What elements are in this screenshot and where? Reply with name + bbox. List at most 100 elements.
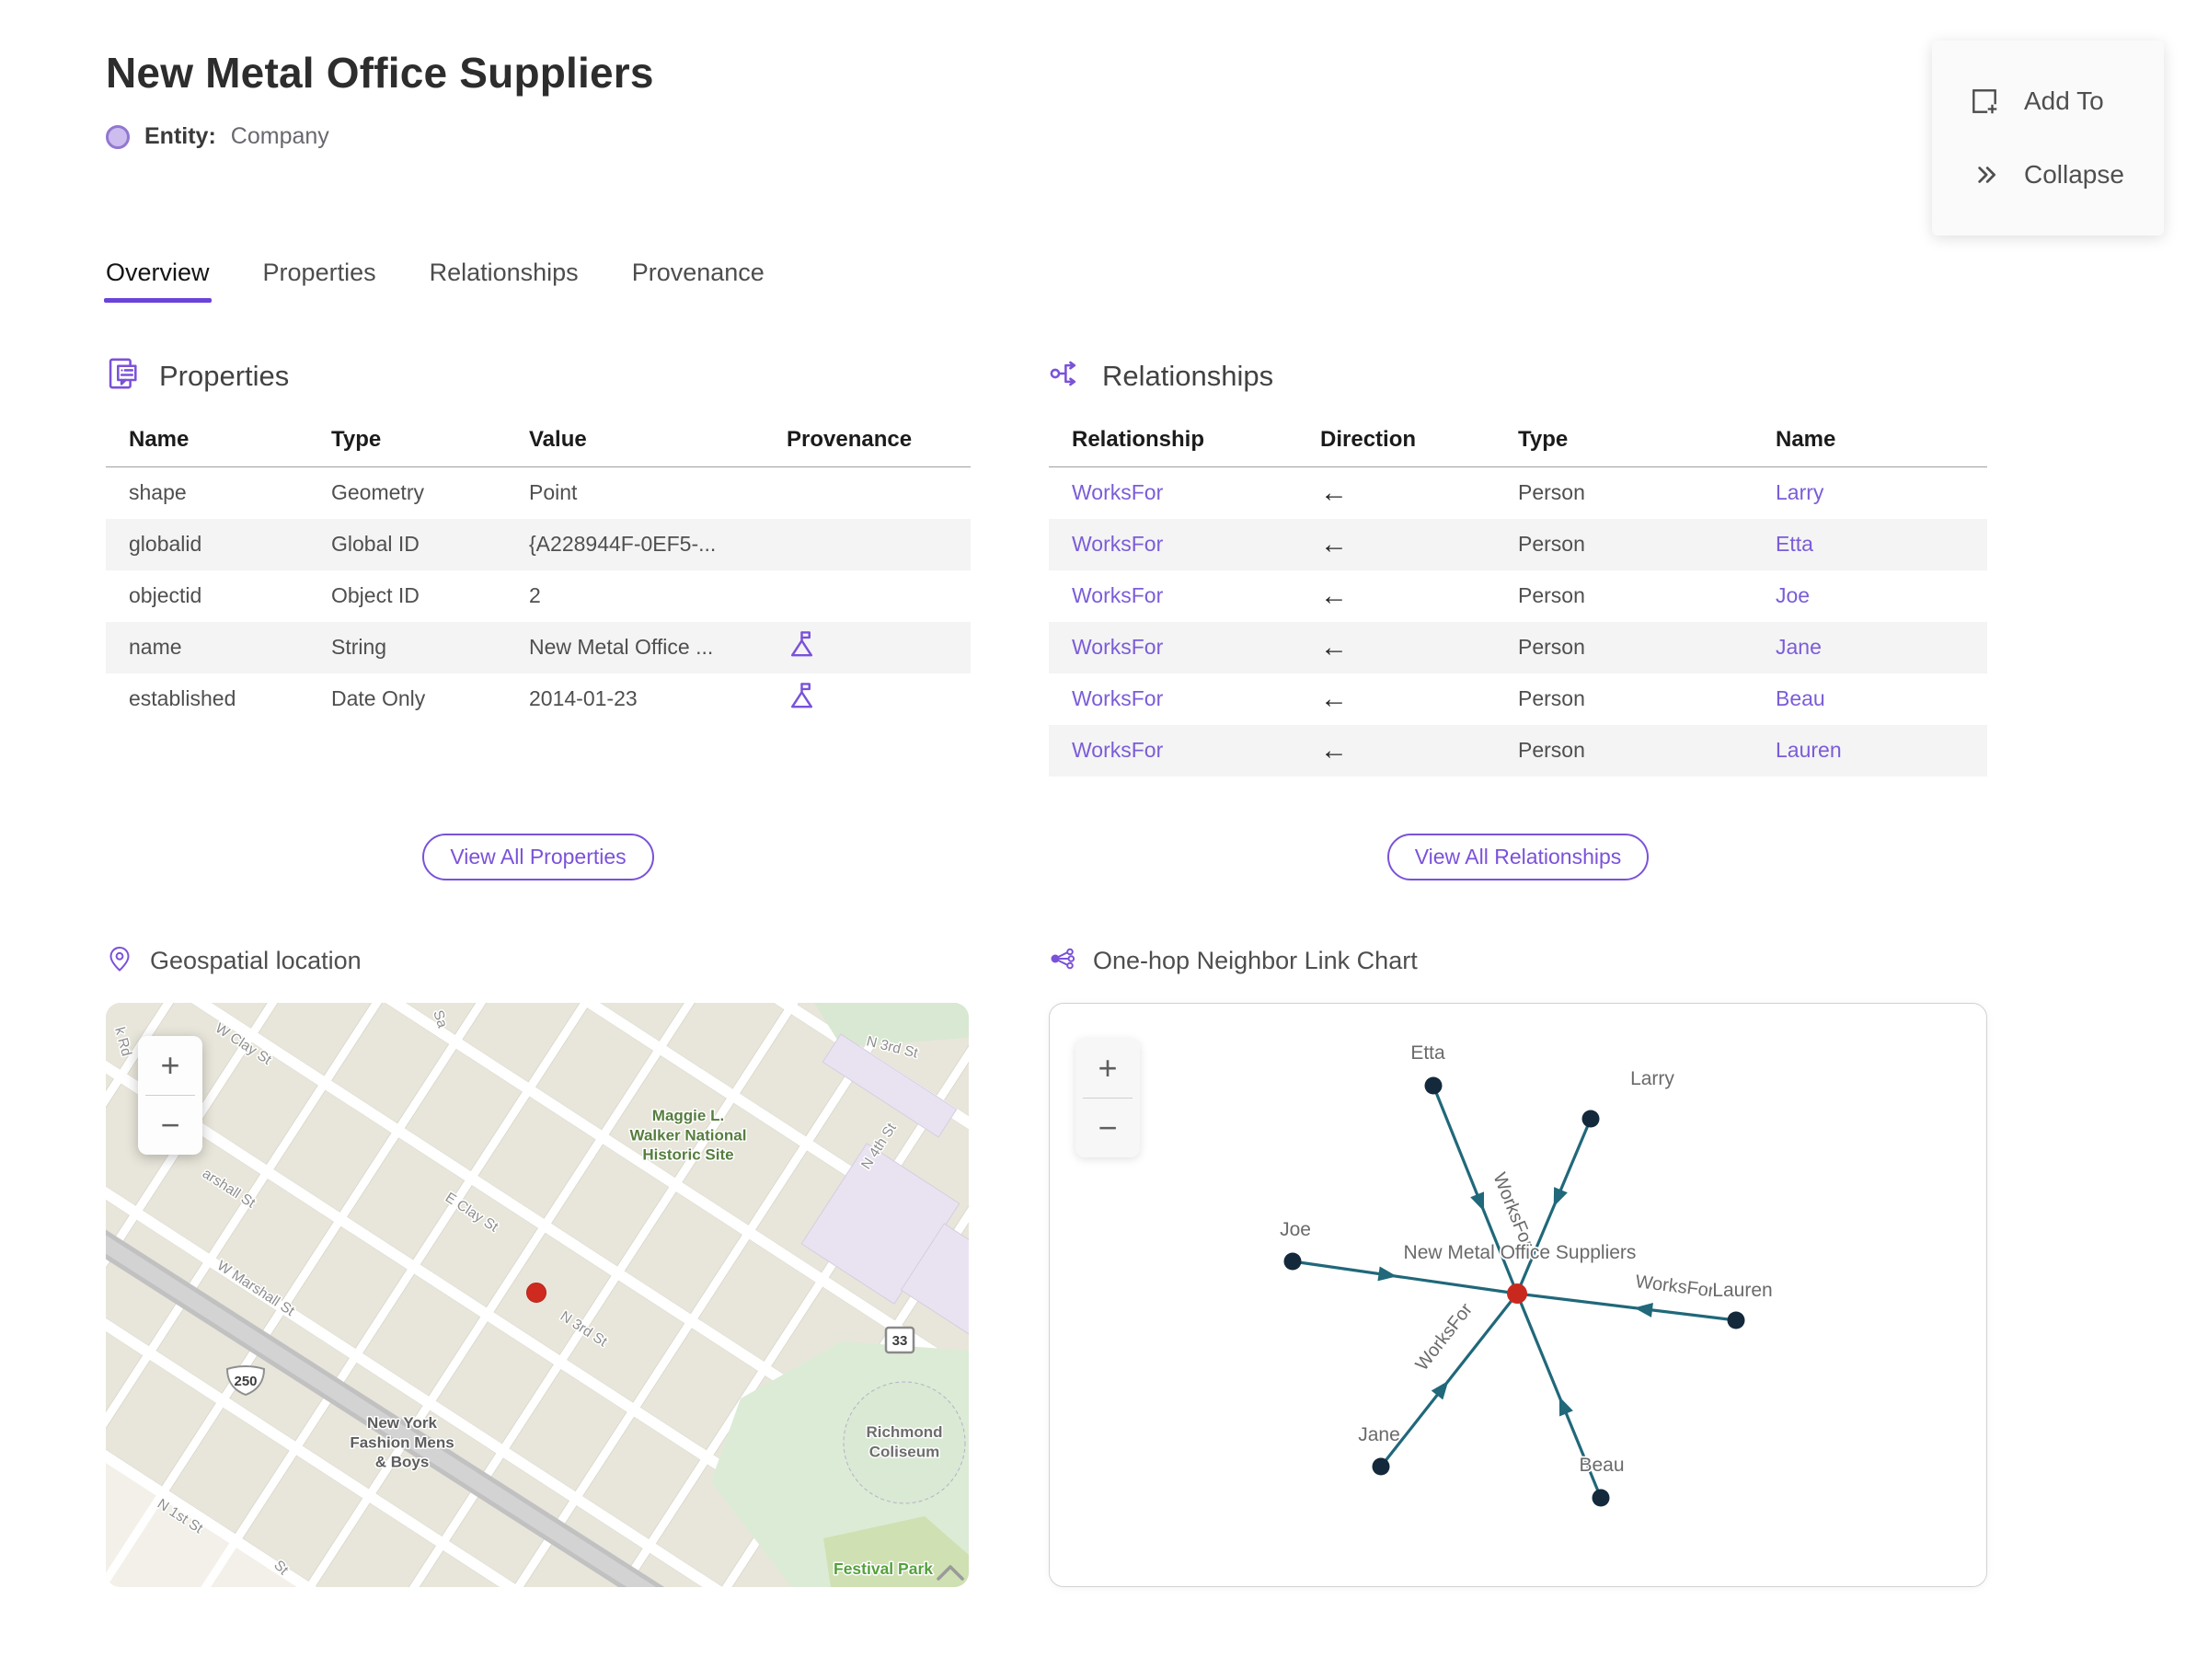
- property-value: Point: [529, 480, 578, 505]
- tab-bar: Overview Properties Relationships Provenanc…: [104, 259, 2102, 303]
- relationship-row: WorksFor ← Person Joe: [1049, 570, 1987, 622]
- graph-node-larry[interactable]: [1581, 1110, 1600, 1127]
- link-chart-header: One-hop Neighbor Link Chart: [1049, 945, 1987, 977]
- relationship-link[interactable]: WorksFor: [1072, 583, 1164, 607]
- graph-edge[interactable]: [1292, 1259, 1518, 1295]
- link-chart-panel[interactable]: + − WorksFor WorksFor WorksFor Etta Larry Joe…: [1049, 1002, 1987, 1587]
- node-label: Larry: [1630, 1068, 1674, 1089]
- link-chart-icon: [1049, 945, 1076, 977]
- relationship-direction: ←: [1297, 519, 1495, 570]
- chart-zoom-in-button[interactable]: +: [1098, 1048, 1118, 1087]
- relationship-row: WorksFor ← Person Jane: [1049, 621, 1987, 673]
- map-zoom-out-button[interactable]: −: [160, 1105, 180, 1144]
- tab-overview[interactable]: Overview: [104, 259, 212, 303]
- property-row: name String New Metal Office ...: [106, 621, 971, 673]
- related-entity-link[interactable]: Jane: [1776, 635, 1822, 659]
- property-provenance: [764, 570, 971, 622]
- direction-arrow: ←: [1320, 734, 1348, 765]
- relationship-type: Person: [1518, 532, 1585, 556]
- property-provenance[interactable]: [764, 622, 971, 673]
- column-header: Provenance: [764, 427, 971, 467]
- entity-label: Entity:: [144, 123, 216, 149]
- direction-arrow: ←: [1320, 528, 1348, 559]
- relationship-direction: ←: [1297, 622, 1495, 673]
- graph-node-center[interactable]: [1507, 1283, 1527, 1304]
- relationship-link[interactable]: WorksFor: [1072, 738, 1164, 762]
- property-name: objectid: [129, 583, 202, 607]
- graph-edge[interactable]: [1516, 1291, 1737, 1322]
- entity-row: Entity: Company: [106, 123, 2102, 150]
- link-chart-title: One-hop Neighbor Link Chart: [1093, 946, 1418, 974]
- geospatial-header: Geospatial location: [106, 945, 971, 977]
- related-entity-link[interactable]: Larry: [1776, 480, 1824, 505]
- property-name: established: [129, 686, 236, 710]
- relationship-row: WorksFor ← Person Larry: [1049, 467, 1987, 519]
- property-provenance: [764, 519, 971, 570]
- relationship-link[interactable]: WorksFor: [1072, 480, 1164, 505]
- link-chart-canvas[interactable]: WorksForWorksForWorksForEttaLarryJoeLaur…: [1050, 1004, 1987, 1587]
- relationship-link[interactable]: WorksFor: [1072, 686, 1164, 710]
- page-title: New Metal Office Suppliers: [106, 49, 654, 97]
- view-all-relationships-button[interactable]: View All Relationships: [1386, 833, 1650, 880]
- graph-node-lauren[interactable]: [1727, 1311, 1745, 1329]
- column-header: Value: [506, 427, 764, 467]
- map-marker[interactable]: [526, 1282, 546, 1303]
- collapse-button[interactable]: Collapse: [1969, 159, 2164, 190]
- map-building: [900, 1222, 969, 1346]
- view-all-properties-button[interactable]: View All Properties: [422, 833, 654, 880]
- chart-zoom-control: + −: [1075, 1038, 1140, 1157]
- column-header: Relationship: [1049, 427, 1297, 467]
- edge-arrowhead: [1553, 1186, 1568, 1207]
- map-zoom-in-button[interactable]: +: [160, 1045, 180, 1084]
- properties-section-title: Properties: [159, 359, 290, 392]
- graph-node-jane[interactable]: [1372, 1457, 1390, 1475]
- related-entity-link[interactable]: Beau: [1776, 686, 1825, 710]
- column-header: Direction: [1297, 427, 1495, 467]
- graph-node-joe[interactable]: [1283, 1252, 1302, 1270]
- relationship-link[interactable]: WorksFor: [1072, 532, 1164, 556]
- graph-edge[interactable]: [1379, 1292, 1519, 1467]
- map-label: Festival Park: [834, 1559, 933, 1578]
- related-entity-link[interactable]: Etta: [1776, 532, 1813, 556]
- related-entity-link[interactable]: Lauren: [1776, 738, 1842, 762]
- add-to-icon: [1972, 89, 1997, 114]
- edge-arrowhead: [1377, 1266, 1397, 1281]
- relationship-direction: ←: [1297, 467, 1495, 519]
- tab-provenance[interactable]: Provenance: [631, 259, 765, 286]
- property-row: globalid Global ID {A228944F-0EF5-...: [106, 518, 971, 570]
- property-value: 2: [529, 583, 541, 607]
- graph-node-etta[interactable]: [1424, 1076, 1443, 1094]
- related-entity-link[interactable]: Joe: [1776, 583, 1811, 607]
- map-park-area: [814, 1002, 969, 1047]
- property-value: {A228944F-0EF5-...: [529, 532, 717, 556]
- properties-table: Name Type Value Provenance shape Geometry Poi…: [106, 427, 971, 725]
- tab-relationships[interactable]: Relationships: [429, 259, 579, 286]
- map-coliseum-outline: [843, 1381, 966, 1503]
- property-provenance[interactable]: [764, 673, 971, 725]
- entity-type-badge: [106, 124, 130, 149]
- map-label: Richmond Coliseum: [866, 1423, 942, 1460]
- add-to-button[interactable]: Add To: [1969, 86, 2164, 117]
- graph-edge[interactable]: [1432, 1084, 1519, 1295]
- node-label: Beau: [1579, 1455, 1624, 1476]
- property-name: shape: [129, 480, 187, 505]
- graph-node-beau[interactable]: [1592, 1489, 1610, 1506]
- map-panel[interactable]: + − k Rd W Clay St Sa arshall St W Marshall …: [106, 1002, 969, 1587]
- edge-arrowhead: [1634, 1302, 1653, 1318]
- tab-properties[interactable]: Properties: [262, 259, 376, 286]
- property-type: String: [331, 635, 387, 659]
- relationship-link[interactable]: WorksFor: [1072, 635, 1164, 659]
- provenance-flag-icon: [790, 631, 813, 657]
- column-header: Name: [106, 427, 308, 467]
- graph-edge[interactable]: [1515, 1292, 1603, 1499]
- chart-zoom-out-button[interactable]: −: [1098, 1108, 1118, 1146]
- svg-text:33: 33: [892, 1333, 908, 1349]
- attribution-expand-icon[interactable]: [937, 1564, 964, 1581]
- map-zoom-control: + −: [138, 1035, 202, 1155]
- direction-arrow: ←: [1320, 631, 1348, 662]
- entity-detail-page: New Metal Office Suppliers Entity: Compa…: [104, 0, 2102, 1587]
- property-type: Object ID: [331, 583, 420, 607]
- property-value: New Metal Office ...: [529, 635, 714, 659]
- property-row: shape Geometry Point: [106, 467, 971, 519]
